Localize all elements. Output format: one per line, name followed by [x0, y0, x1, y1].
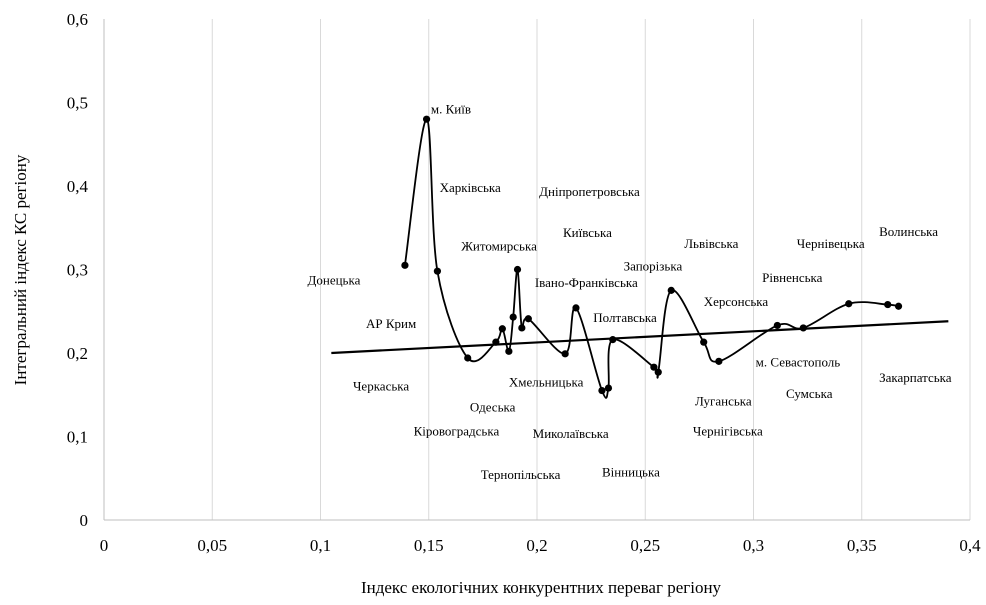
data-point: [572, 304, 580, 312]
data-point: [700, 338, 708, 346]
data-point: [422, 115, 431, 123]
data-point: [654, 368, 662, 376]
trend-line: [331, 320, 949, 355]
data-point: [498, 325, 506, 333]
data-point: [464, 354, 472, 362]
y-tick-label: 0,6: [67, 10, 88, 29]
region-label: Дніпропетровська: [539, 184, 640, 199]
x-tick-label: 0,1: [310, 536, 331, 555]
x-tick-label: 0,35: [847, 536, 877, 555]
region-label: Одеська: [470, 399, 516, 414]
grid-lines: [211, 19, 971, 520]
data-point: [598, 386, 606, 395]
y-axis-title: Інтегральний індекс КС регіону: [11, 154, 30, 385]
region-label: Хмельницька: [509, 374, 584, 389]
y-tick-label: 0,1: [67, 428, 88, 447]
data-point: [667, 286, 675, 294]
data-point: [509, 313, 517, 321]
region-label: АР Крим: [366, 316, 416, 331]
region-label: Черкаська: [353, 379, 409, 394]
region-label: Волинська: [879, 224, 938, 239]
region-label: м. Севастополь: [756, 354, 841, 369]
data-point: [773, 321, 781, 330]
region-label: м. Київ: [431, 101, 471, 116]
tick-labels: 0 0,05 0,1 0,15 0,2 0,25 0,3 0,35 0,4 0 0,1 0,2 0,3 0…: [67, 10, 981, 555]
region-label: Полтавська: [593, 310, 657, 325]
region-label: Львівська: [684, 236, 738, 251]
region-label: Закарпатська: [879, 370, 952, 385]
region-label: Кіровоградська: [414, 424, 500, 439]
data-point: [401, 261, 409, 269]
data-point: [505, 347, 513, 355]
data-point: [884, 300, 892, 309]
region-label: Вінницька: [602, 465, 660, 480]
region-label: Запорізька: [624, 258, 683, 273]
region-label: Сумська: [786, 386, 833, 401]
region-label: Донецька: [308, 273, 361, 288]
data-point: [513, 265, 522, 274]
y-tick-label: 0,3: [67, 261, 88, 280]
data-point: [433, 267, 442, 275]
data-point: [650, 363, 658, 371]
data-point: [845, 300, 853, 308]
x-tick-label: 0,15: [414, 536, 444, 555]
data-point: [518, 324, 526, 332]
x-tick-label: 0,25: [630, 536, 660, 555]
data-point: [715, 357, 723, 365]
y-tick-label: 0,5: [67, 94, 88, 113]
data-point: [492, 338, 500, 346]
data-point: [609, 336, 617, 344]
x-tick-label: 0,2: [526, 536, 547, 555]
region-label: Миколаївська: [533, 426, 609, 441]
data-point: [561, 350, 569, 358]
data-point: [604, 384, 613, 392]
data-point: [799, 324, 807, 332]
region-label: Харківська: [440, 180, 501, 195]
x-tick-label: 0,3: [743, 536, 764, 555]
region-labels: м. Київ Харківська Дніпропетровська Київськ…: [308, 101, 952, 482]
region-label: Тернопільська: [481, 467, 561, 482]
region-label: Чернівецька: [797, 236, 865, 251]
data-points: [401, 115, 903, 395]
region-label: Чернігівська: [693, 424, 763, 439]
axes: [103, 19, 970, 521]
x-tick-label: 0,4: [959, 536, 981, 555]
y-tick-label: 0: [80, 511, 89, 530]
data-point: [894, 302, 903, 310]
x-tick-label: 0: [100, 536, 109, 555]
data-point: [524, 315, 532, 323]
region-label: Луганська: [695, 394, 752, 409]
region-label: Рівненська: [762, 270, 822, 285]
y-tick-label: 0,2: [67, 344, 88, 363]
region-label: Івано-Франківська: [535, 275, 638, 290]
x-axis-title: Індекс екологічних конкурентних переваг …: [361, 578, 722, 597]
region-label: Житомирська: [461, 238, 537, 253]
y-tick-label: 0,4: [67, 177, 89, 196]
region-label: Київська: [563, 225, 612, 240]
x-tick-label: 0,05: [197, 536, 227, 555]
region-label: Херсонська: [704, 294, 769, 309]
